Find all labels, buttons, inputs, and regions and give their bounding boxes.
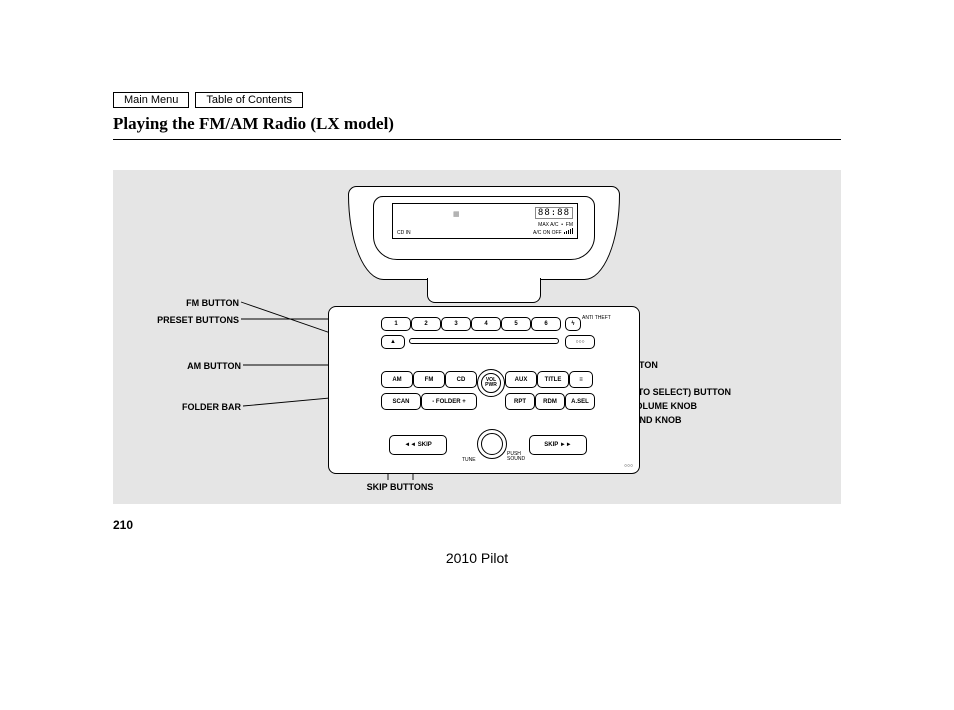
nav-row: Main Menu Table of Contents — [113, 92, 841, 108]
preset-3-button[interactable]: 3 — [441, 317, 471, 331]
tune-sound-knob[interactable] — [477, 429, 507, 459]
disc-icon: ▦ — [453, 210, 460, 218]
rpt-button[interactable]: RPT — [505, 393, 535, 410]
amp-button[interactable]: ○○○ — [565, 335, 595, 349]
label-folder: FOLDER BAR — [182, 402, 241, 412]
title-button[interactable]: TITLE — [537, 371, 569, 388]
label-am: AM BUTTON — [187, 361, 241, 371]
eject-button[interactable]: ▲ — [381, 335, 405, 349]
signal-bars-icon — [563, 228, 573, 236]
display-pod-inner: 88:88 ▦ CD IN MAX A/C • FM A/C ON OFF — [373, 196, 595, 260]
preset-6-button[interactable]: 6 — [531, 317, 561, 331]
tune-label: TUNE — [462, 457, 476, 463]
volume-power-knob[interactable]: VOL PWR — [477, 369, 505, 397]
am-button[interactable]: AM — [381, 371, 413, 388]
page-title: Playing the FM/AM Radio (LX model) — [113, 114, 841, 140]
label-skip: SKIP BUTTONS — [365, 482, 435, 492]
toc-button[interactable]: Table of Contents — [195, 92, 303, 108]
max-ac-indicator: MAX A/C — [538, 222, 558, 228]
preset-5-button[interactable]: 5 — [501, 317, 531, 331]
preset-4-button[interactable]: 4 — [471, 317, 501, 331]
cd-slot[interactable] — [409, 338, 559, 344]
diagram: FM BUTTON PRESET BUTTONS AM BUTTON FOLDE… — [113, 170, 841, 504]
skip-fwd-button[interactable]: SKIP ►► — [529, 435, 587, 455]
scan-button[interactable]: SCAN — [381, 393, 421, 410]
page-number: 210 — [113, 518, 841, 532]
aux-button[interactable]: AUX — [505, 371, 537, 388]
anti-theft-button[interactable]: ϟ — [565, 317, 581, 331]
asel-button[interactable]: A.SEL — [565, 393, 595, 410]
ac-on-off-indicator: A/C ON OFF — [533, 230, 562, 236]
model-year: 2010 Pilot — [113, 550, 841, 566]
label-fm: FM BUTTON — [186, 298, 239, 308]
label-preset: PRESET BUTTONS — [157, 315, 239, 325]
preset-2-button[interactable]: 2 — [411, 317, 441, 331]
anti-theft-label: ANTI THEFT — [582, 316, 611, 321]
rdm-button[interactable]: RDM — [535, 393, 565, 410]
preset-1-button[interactable]: 1 — [381, 317, 411, 331]
list-button[interactable]: ≡ — [569, 371, 593, 388]
folder-bar[interactable]: - FOLDER + — [421, 393, 477, 410]
skip-back-button[interactable]: ◄◄ SKIP — [389, 435, 447, 455]
clock-display: 88:88 — [535, 207, 573, 219]
display-screen: 88:88 ▦ CD IN MAX A/C • FM A/C ON OFF — [392, 203, 578, 239]
push-sound-label: PUSH SOUND — [507, 452, 525, 462]
cd-in-indicator: CD IN — [397, 230, 411, 236]
faceplate-code: ○○○ — [624, 463, 633, 469]
display-pod-foot — [427, 278, 541, 303]
fm-button[interactable]: FM — [413, 371, 445, 388]
main-menu-button[interactable]: Main Menu — [113, 92, 189, 108]
faceplate: 1 2 3 4 5 6 ϟ ANTI THEFT ▲ ○○○ AM FM CD … — [328, 306, 640, 474]
cd-button[interactable]: CD — [445, 371, 477, 388]
